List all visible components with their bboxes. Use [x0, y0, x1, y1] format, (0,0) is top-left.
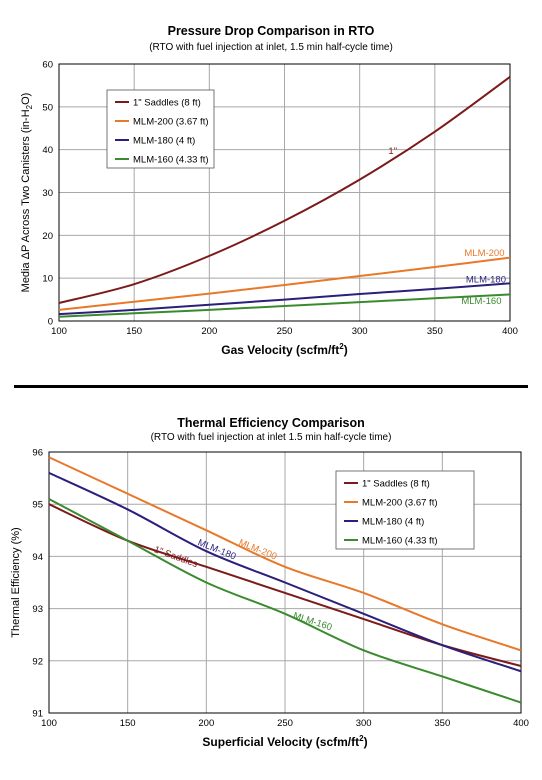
- x-tick-label: 250: [277, 326, 293, 337]
- y-tick-label: 20: [42, 231, 53, 242]
- y-axis-label-end: O): [20, 93, 32, 105]
- pressure-drop-plot: 100 150 200 250 300 350 400 0 10 20 30 40 50 60 Gas Ve…: [20, 60, 518, 358]
- legend-entry: MLM-200 (3.67 ft): [362, 498, 438, 509]
- y-tick-label: 91: [32, 709, 43, 720]
- chart-title: Thermal Efficiency Comparison: [177, 416, 365, 430]
- y-tick-label: 96: [32, 448, 43, 459]
- chart-divider: [14, 385, 528, 388]
- y-axis-label: Media ΔP Across Two Canisters (in-H2O): [20, 93, 34, 293]
- legend-entry: MLM-180 (4 ft): [362, 517, 424, 528]
- series-line-2: [58, 282, 511, 316]
- x-tick-label: 200: [201, 326, 217, 337]
- x-axis-label: Gas Velocity (scfm/ft2): [221, 342, 348, 357]
- x-tick-label: 400: [513, 718, 529, 729]
- plot-frame: [58, 63, 511, 322]
- legend: 1" Saddles (8 ft) MLM-200 (3.67 ft) MLM-18…: [335, 470, 475, 550]
- y-tick-label: 95: [32, 500, 43, 511]
- thermal-efficiency-plot: 100 150 200 250 300 350 400 91 92 93 94 95 96 Superfi…: [10, 448, 529, 750]
- x-axis-label-end: ): [364, 735, 368, 749]
- x-tick-label: 250: [277, 718, 293, 729]
- x-tick-label: 100: [41, 718, 57, 729]
- series-line-2: [48, 471, 522, 673]
- legend-entry: MLM-200 (3.67 ft): [133, 117, 209, 128]
- y-tick-label: 30: [42, 188, 53, 199]
- x-tick-label: 300: [356, 718, 372, 729]
- legend-entry: MLM-160 (4.33 ft): [362, 536, 438, 547]
- chart-title: Pressure Drop Comparison in RTO: [167, 24, 375, 38]
- x-axis-label-end: ): [344, 343, 348, 357]
- x-tick-label: 350: [434, 718, 450, 729]
- series-line-3: [48, 498, 522, 704]
- series-line-1: [58, 256, 511, 311]
- series-line-1: [48, 456, 522, 652]
- y-tick-label: 93: [32, 604, 43, 615]
- x-axis-label: Superficial Velocity (scfm/ft2): [202, 734, 367, 749]
- thermal-efficiency-chart: Thermal Efficiency Comparison (RTO with …: [0, 400, 542, 780]
- y-axis-label-main: Thermal Efficiency (%): [10, 527, 22, 637]
- annotation-label: MLM-160: [461, 296, 501, 307]
- legend-entry: MLM-160 (4.33 ft): [133, 155, 209, 166]
- legend-entry: 1" Saddles (8 ft): [362, 479, 430, 490]
- x-tick-label: 200: [198, 718, 214, 729]
- x-axis-label-main: Gas Velocity (scfm/ft: [221, 343, 339, 357]
- y-axis-label-sub: 2: [25, 104, 34, 109]
- plot-frame: [48, 451, 522, 714]
- annotation-label: MLM-200: [464, 248, 504, 259]
- legend: 1" Saddles (8 ft) MLM-200 (3.67 ft) MLM-18…: [106, 89, 215, 169]
- x-tick-label: 100: [51, 326, 67, 337]
- x-tick-label: 400: [502, 326, 518, 337]
- y-tick-label: 94: [32, 552, 43, 563]
- y-tick-label: 10: [42, 274, 53, 285]
- y-axis-label: Thermal Efficiency (%): [10, 527, 22, 637]
- chart-subtitle: (RTO with fuel injection at inlet 1.5 mi…: [150, 432, 392, 443]
- x-axis-label-sup: 2: [339, 342, 344, 351]
- legend-entry: MLM-180 (4 ft): [133, 136, 195, 147]
- y-tick-label: 40: [42, 145, 53, 156]
- y-axis-label-main: Media ΔP Across Two Canisters (in-H: [20, 109, 32, 292]
- series-line-0: [58, 76, 511, 304]
- chart-subtitle: (RTO with fuel injection at inlet, 1.5 m…: [149, 42, 393, 53]
- y-tick-label: 0: [48, 317, 53, 328]
- y-tick-label: 50: [42, 102, 53, 113]
- series-line-3: [58, 293, 511, 318]
- y-tick-label: 92: [32, 656, 43, 667]
- annotation-label: 1": [388, 146, 397, 157]
- x-tick-label: 300: [352, 326, 368, 337]
- x-tick-label: 350: [427, 326, 443, 337]
- legend-entry: 1" Saddles (8 ft): [133, 98, 201, 109]
- legend-box: [335, 470, 475, 550]
- x-axis-label-main: Superficial Velocity (scfm/ft: [202, 735, 359, 749]
- pressure-drop-chart: Pressure Drop Comparison in RTO (RTO wit…: [0, 0, 542, 380]
- annotation-label: MLM-180: [466, 274, 506, 285]
- x-tick-label: 150: [126, 326, 142, 337]
- y-tick-label: 60: [42, 60, 53, 71]
- x-tick-label: 150: [120, 718, 136, 729]
- x-axis-label-sup: 2: [359, 734, 364, 743]
